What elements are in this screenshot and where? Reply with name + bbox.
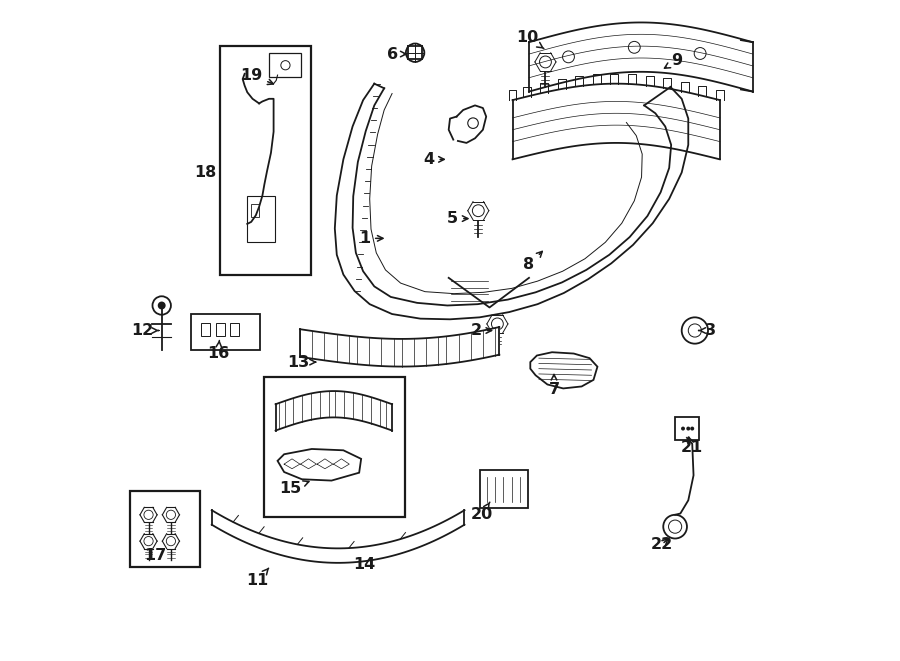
Text: 7: 7: [548, 375, 560, 397]
Text: 18: 18: [194, 165, 216, 180]
Text: 4: 4: [423, 152, 445, 167]
Text: 10: 10: [517, 30, 544, 49]
Bar: [251, 204, 259, 217]
Circle shape: [690, 426, 694, 430]
Text: 6: 6: [387, 46, 406, 61]
Text: 5: 5: [447, 211, 468, 226]
Text: 9: 9: [664, 53, 682, 68]
Text: 8: 8: [524, 251, 543, 272]
Text: 22: 22: [651, 537, 673, 552]
Text: 17: 17: [144, 548, 166, 563]
Text: 3: 3: [698, 323, 716, 338]
Text: 1: 1: [359, 231, 383, 246]
Text: 19: 19: [240, 67, 274, 85]
Text: 12: 12: [130, 323, 158, 338]
Text: 16: 16: [207, 340, 230, 361]
Circle shape: [687, 426, 690, 430]
Text: 11: 11: [247, 568, 269, 588]
Circle shape: [681, 426, 685, 430]
Text: 15: 15: [280, 481, 309, 496]
Text: 2: 2: [471, 323, 491, 338]
FancyBboxPatch shape: [265, 377, 405, 518]
Text: 21: 21: [681, 437, 704, 455]
Text: 20: 20: [471, 502, 492, 522]
Text: 13: 13: [287, 354, 316, 369]
FancyBboxPatch shape: [220, 46, 311, 275]
Circle shape: [158, 301, 166, 309]
Text: 14: 14: [354, 557, 375, 572]
FancyBboxPatch shape: [130, 491, 200, 567]
